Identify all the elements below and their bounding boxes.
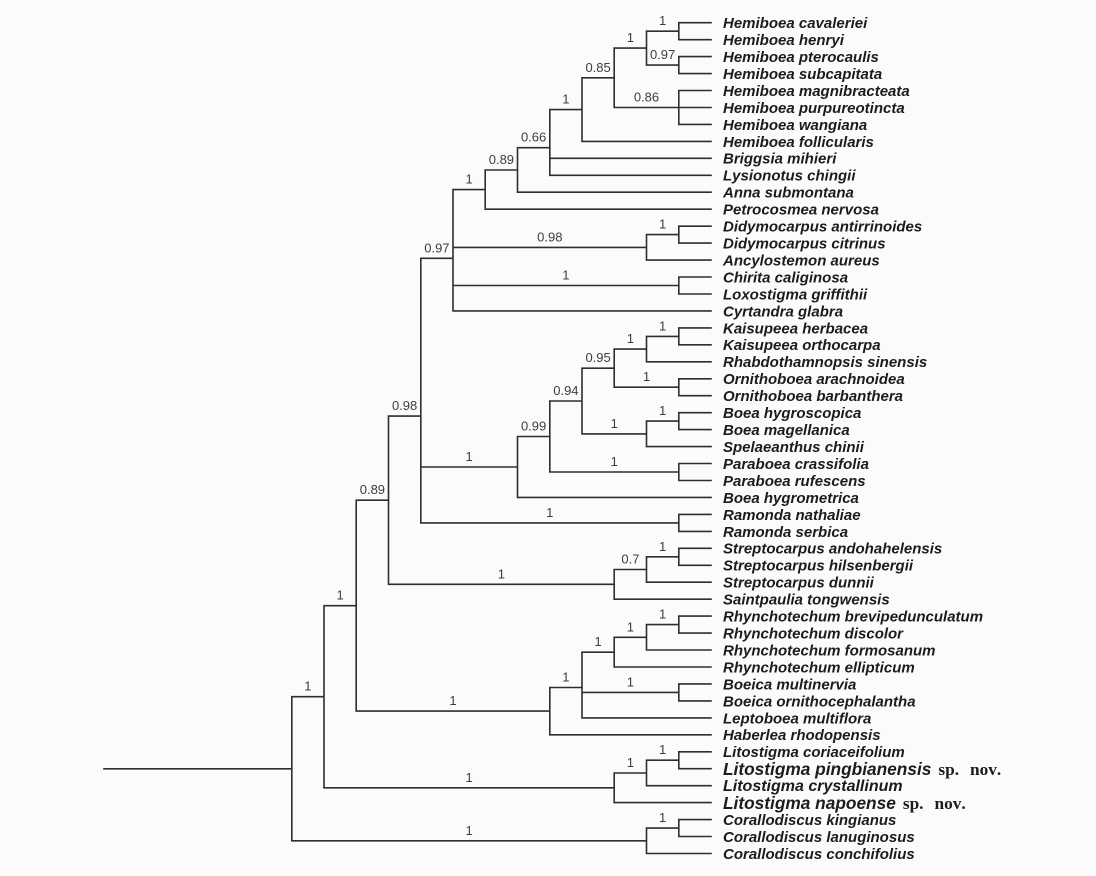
svg-text:0.66: 0.66 [521,130,546,145]
svg-text:1: 1 [594,634,601,649]
svg-text:1: 1 [659,810,666,825]
svg-text:1: 1 [659,403,666,418]
svg-text:Saintpaulia tongwensis: Saintpaulia tongwensis [723,592,890,609]
svg-text:1: 1 [546,505,553,520]
svg-text:Ornithoboea barbanthera: Ornithoboea barbanthera [723,388,903,405]
svg-text:1: 1 [627,755,634,770]
svg-text:1: 1 [611,454,618,469]
svg-text:Didymocarpus citrinus: Didymocarpus citrinus [723,236,886,253]
svg-text:Ramonda nathaliae: Ramonda nathaliae [723,507,861,524]
svg-text:Hemiboea subcapitata: Hemiboea subcapitata [723,66,882,83]
svg-text:0.98: 0.98 [392,398,417,413]
svg-text:Rhynchotechum ellipticum: Rhynchotechum ellipticum [723,659,915,676]
svg-text:Loxostigma griffithii: Loxostigma griffithii [723,286,868,303]
svg-text:Boea hygroscopica: Boea hygroscopica [723,405,861,422]
svg-text:Hemiboea wangiana: Hemiboea wangiana [723,117,867,134]
svg-text:1: 1 [465,172,472,187]
svg-text:Haberlea rhodopensis: Haberlea rhodopensis [723,727,881,744]
svg-text:1: 1 [627,674,634,689]
svg-text:1: 1 [659,217,666,232]
svg-text:Rhynchotechum discolor: Rhynchotechum discolor [723,626,904,643]
svg-text:Boea hygrometrica: Boea hygrometrica [723,490,859,507]
svg-text:1: 1 [304,679,311,694]
svg-text:0.95: 0.95 [585,350,610,365]
svg-text:Hemiboea purpureotincta: Hemiboea purpureotincta [723,100,905,117]
svg-text:Boeica ornithocephalantha: Boeica ornithocephalantha [723,693,916,710]
svg-text:1: 1 [465,449,472,464]
svg-text:Streptocarpus andohahelensis: Streptocarpus andohahelensis [723,541,942,558]
svg-text:0.99: 0.99 [521,419,546,434]
svg-text:Rhynchotechum brevipedunculatu: Rhynchotechum brevipedunculatum [723,609,983,626]
svg-text:1: 1 [449,693,456,708]
svg-text:Hemiboea henryi: Hemiboea henryi [723,32,845,49]
svg-text:Kaisupeea herbacea: Kaisupeea herbacea [723,320,868,337]
svg-text:Hemiboea follicularis: Hemiboea follicularis [723,134,874,151]
svg-text:Didymocarpus antirrinoides: Didymocarpus antirrinoides [723,219,922,236]
svg-text:Chirita caliginosa: Chirita caliginosa [723,269,848,286]
svg-text:Hemiboea magnibracteata: Hemiboea magnibracteata [723,83,910,100]
svg-text:1: 1 [627,619,634,634]
svg-text:1: 1 [562,670,569,685]
svg-text:Boeica multinervia: Boeica multinervia [723,676,856,693]
svg-text:Hemiboea pterocaulis: Hemiboea pterocaulis [723,49,879,66]
svg-text:Litostigma crystallinum: Litostigma crystallinum [723,778,903,795]
svg-text:0.89: 0.89 [489,152,514,167]
svg-text:0.98: 0.98 [537,229,562,244]
svg-text:1: 1 [643,369,650,384]
svg-text:0.97: 0.97 [650,47,675,62]
svg-text:Corallodiscus conchifolius: Corallodiscus conchifolius [723,846,915,863]
svg-text:0.97: 0.97 [424,240,449,255]
svg-text:1: 1 [611,416,618,431]
svg-text:Briggsia mihieri: Briggsia mihieri [723,151,837,168]
svg-text:Ornithoboea arachnoidea: Ornithoboea arachnoidea [723,371,905,388]
svg-text:Lysionotus chingii: Lysionotus chingii [723,168,856,185]
svg-text:Corallodiscus kingianus: Corallodiscus kingianus [723,812,896,829]
svg-text:0.86: 0.86 [634,90,659,105]
svg-text:1: 1 [627,331,634,346]
svg-text:Petrocosmea nervosa: Petrocosmea nervosa [723,202,879,219]
svg-text:Streptocarpus hilsenbergii: Streptocarpus hilsenbergii [723,558,914,575]
svg-text:Boea magellanica: Boea magellanica [723,422,850,439]
svg-text:Kaisupeea orthocarpa: Kaisupeea orthocarpa [723,337,881,354]
svg-text:1: 1 [659,607,666,622]
svg-text:1: 1 [465,770,472,785]
svg-text:Spelaeanthus chinii: Spelaeanthus chinii [723,439,865,456]
svg-text:Paraboea crassifolia: Paraboea crassifolia [723,456,869,473]
svg-text:1: 1 [659,742,666,757]
svg-text:Cyrtandra glabra: Cyrtandra glabra [723,303,843,320]
svg-text:Anna submontana: Anna submontana [722,185,854,202]
svg-text:Ancylostemon aureus: Ancylostemon aureus [722,253,880,270]
svg-text:Streptocarpus dunnii: Streptocarpus dunnii [723,575,875,592]
svg-text:1: 1 [659,318,666,333]
svg-text:0.85: 0.85 [585,60,610,75]
svg-text:1: 1 [659,13,666,28]
svg-text:Paraboea rufescens: Paraboea rufescens [723,473,866,490]
svg-text:Litostigma coriaceifolium: Litostigma coriaceifolium [723,744,905,761]
svg-text:Hemiboea cavaleriei: Hemiboea cavaleriei [723,15,868,32]
svg-text:0.89: 0.89 [360,482,385,497]
svg-text:Leptoboea multiflora: Leptoboea multiflora [723,710,871,727]
svg-text:1: 1 [627,30,634,45]
svg-text:1: 1 [562,268,569,283]
svg-text:1: 1 [498,566,505,581]
svg-text:1: 1 [336,588,343,603]
svg-text:0.94: 0.94 [553,383,578,398]
svg-text:1: 1 [465,823,472,838]
svg-text:Rhabdothamnopsis sinensis: Rhabdothamnopsis sinensis [723,354,927,371]
svg-text:1: 1 [659,539,666,554]
svg-text:Rhynchotechum formosanum: Rhynchotechum formosanum [723,642,936,659]
svg-text:0.7: 0.7 [621,552,639,567]
svg-text:Ramonda serbica: Ramonda serbica [723,524,848,541]
svg-text:1: 1 [562,92,569,107]
svg-text:Corallodiscus lanuginosus: Corallodiscus lanuginosus [723,829,915,846]
